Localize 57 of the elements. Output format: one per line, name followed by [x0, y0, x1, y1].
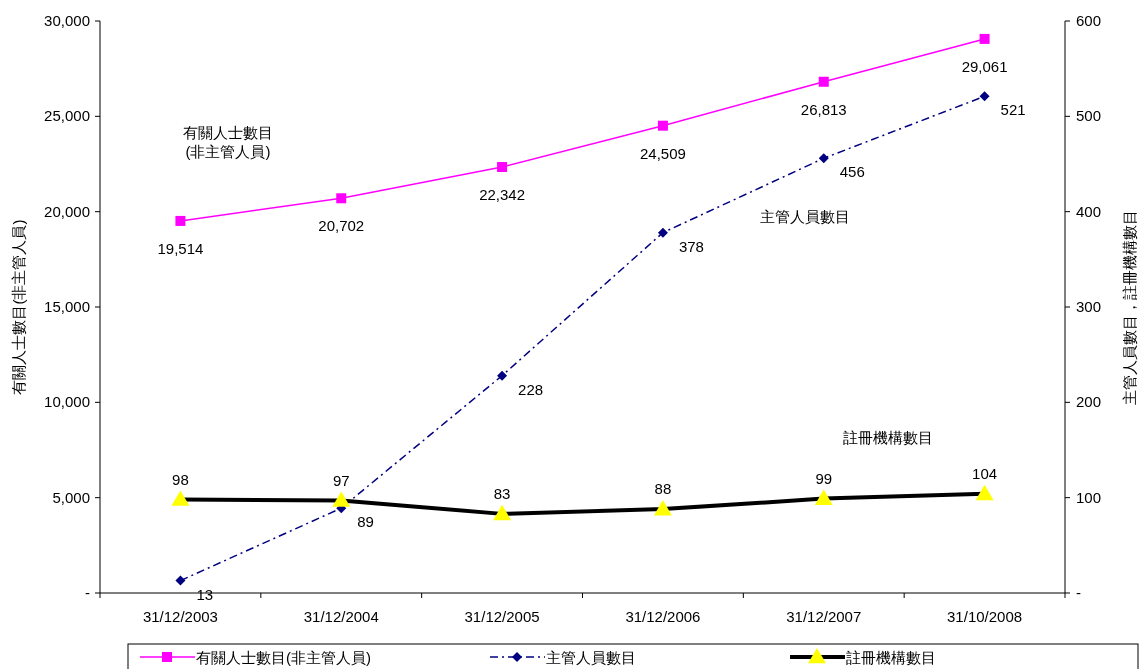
x-tick-label: 31/12/2006: [625, 608, 701, 625]
data-label: 88: [654, 480, 672, 498]
point: [175, 215, 186, 226]
x-tick-label: 31/12/2003: [142, 608, 218, 625]
y2-axis-title: 主管人員數目，註冊機構數目: [1121, 209, 1138, 405]
data-label: 26,813: [800, 100, 847, 118]
data-label: 22,342: [479, 186, 526, 204]
data-label: 521: [1000, 101, 1026, 119]
data-label: 20,702: [318, 217, 365, 235]
data-label: 98: [172, 470, 189, 488]
data-label: 29,061: [961, 57, 1008, 75]
point: [657, 120, 668, 131]
data-label: 19,514: [157, 239, 204, 257]
data-label: 24,509: [639, 144, 686, 162]
annotation: 主管人員數目: [760, 208, 850, 225]
data-label: 83: [493, 484, 511, 502]
y2-tick-label: 100: [1076, 488, 1102, 506]
y-tick-label: 30,000: [44, 12, 90, 29]
data-label: 99: [815, 469, 833, 487]
y-axis-title: 有關人士數目(非主管人員): [10, 219, 27, 395]
point: [657, 227, 668, 238]
y-tick-label: 15,000: [44, 298, 90, 315]
annotation: 註冊機構數目: [843, 429, 933, 446]
x-tick-label: 31/12/2004: [303, 608, 379, 625]
legend-label: 主管人員數目: [546, 649, 636, 666]
data-label: 228: [518, 380, 544, 398]
x-tick-label: 31/12/2007: [786, 608, 862, 625]
y-tick-label: 10,000: [44, 393, 90, 411]
y-tick-label: 25,000: [44, 107, 90, 125]
point: [497, 162, 508, 173]
x-tick-label: 31/12/2005: [464, 608, 540, 625]
point: [979, 33, 990, 44]
y-tick-label: 5,000: [52, 488, 90, 506]
point: [818, 76, 829, 87]
y2-tick-label: -: [1076, 584, 1081, 601]
y-tick-label: 20,000: [44, 202, 90, 220]
data-label: 13: [196, 585, 214, 603]
data-label: 104: [972, 464, 998, 482]
annotation: 有關人士數目 (非主管人員): [183, 124, 273, 160]
y-tick-label: -: [85, 584, 90, 601]
y2-tick-label: 500: [1076, 107, 1102, 125]
point: [497, 370, 508, 381]
y2-tick-label: 300: [1076, 298, 1102, 315]
x-tick-label: 31/10/2008: [947, 608, 1023, 625]
point: [336, 193, 347, 204]
legend-label: 註冊機構數目: [846, 649, 936, 666]
y2-tick-label: 400: [1076, 202, 1102, 220]
y2-tick-label: 600: [1076, 12, 1102, 29]
data-label: 378: [678, 237, 704, 255]
data-label: 89: [357, 513, 374, 531]
data-label: 97: [332, 471, 350, 489]
data-label: 456: [839, 163, 865, 181]
legend-label: 有關人士數目(非主管人員): [196, 649, 371, 666]
point: [979, 91, 990, 102]
point: [175, 575, 186, 586]
y2-tick-label: 200: [1076, 393, 1102, 411]
point: [818, 153, 829, 164]
